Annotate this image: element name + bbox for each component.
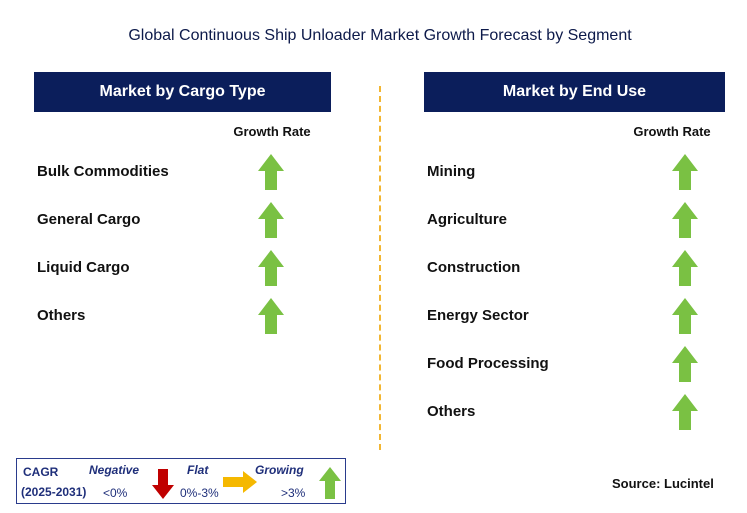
segment-label: Construction (427, 259, 521, 276)
panel-divider (379, 86, 381, 450)
legend-cagr-label: CAGR (23, 465, 59, 479)
segment-label: Liquid Cargo (37, 259, 130, 276)
growth-trend-indicator (672, 202, 698, 238)
up-arrow-icon (258, 298, 284, 334)
legend-negative-range: <0% (103, 486, 128, 500)
up-arrow-icon (672, 298, 698, 334)
legend-growing-label: Growing (255, 463, 304, 477)
segment-label: Food Processing (427, 355, 549, 372)
growth-trend-indicator (258, 154, 284, 190)
legend-box: CAGR (2025-2031) Negative <0% Flat 0%-3%… (16, 458, 346, 504)
up-arrow-icon (258, 250, 284, 286)
growth-rate-label-left: Growth Rate (233, 124, 311, 139)
up-arrow-icon (672, 346, 698, 382)
growth-trend-indicator (672, 154, 698, 190)
up-arrow-icon (672, 202, 698, 238)
cargo-type-header: Market by Cargo Type (34, 72, 331, 112)
down-arrow-icon (152, 469, 174, 499)
up-arrow-icon (258, 154, 284, 190)
end-use-header: Market by End Use (424, 72, 725, 112)
growth-trend-indicator (672, 346, 698, 382)
legend-growing-range: >3% (281, 486, 306, 500)
segment-label: Energy Sector (427, 307, 529, 324)
growth-trend-indicator (672, 394, 698, 430)
segment-label: Others (37, 307, 86, 324)
growth-trend-indicator (258, 202, 284, 238)
up-arrow-icon (258, 202, 284, 238)
up-arrow-icon (319, 467, 341, 499)
segment-label: General Cargo (37, 211, 141, 228)
growth-trend-indicator (672, 250, 698, 286)
legend-flat-range: 0%-3% (180, 486, 219, 500)
growth-rate-label-right: Growth Rate (633, 124, 711, 139)
segment-label: Agriculture (427, 211, 508, 228)
segment-label: Mining (427, 163, 476, 180)
source-note: Source: Lucintel (612, 476, 714, 491)
growth-trend-indicator (258, 250, 284, 286)
up-arrow-icon (672, 250, 698, 286)
segment-label: Others (427, 403, 476, 420)
up-arrow-icon (672, 394, 698, 430)
growth-trend-indicator (258, 298, 284, 334)
chart-title: Global Continuous Ship Unloader Market G… (128, 27, 632, 44)
right-arrow-icon (223, 471, 257, 493)
legend-flat-label: Flat (187, 463, 209, 477)
segment-label: Bulk Commodities (37, 163, 169, 180)
growth-trend-indicator (672, 298, 698, 334)
legend-negative-label: Negative (89, 463, 140, 477)
legend-period: (2025-2031) (21, 485, 87, 499)
up-arrow-icon (672, 154, 698, 190)
